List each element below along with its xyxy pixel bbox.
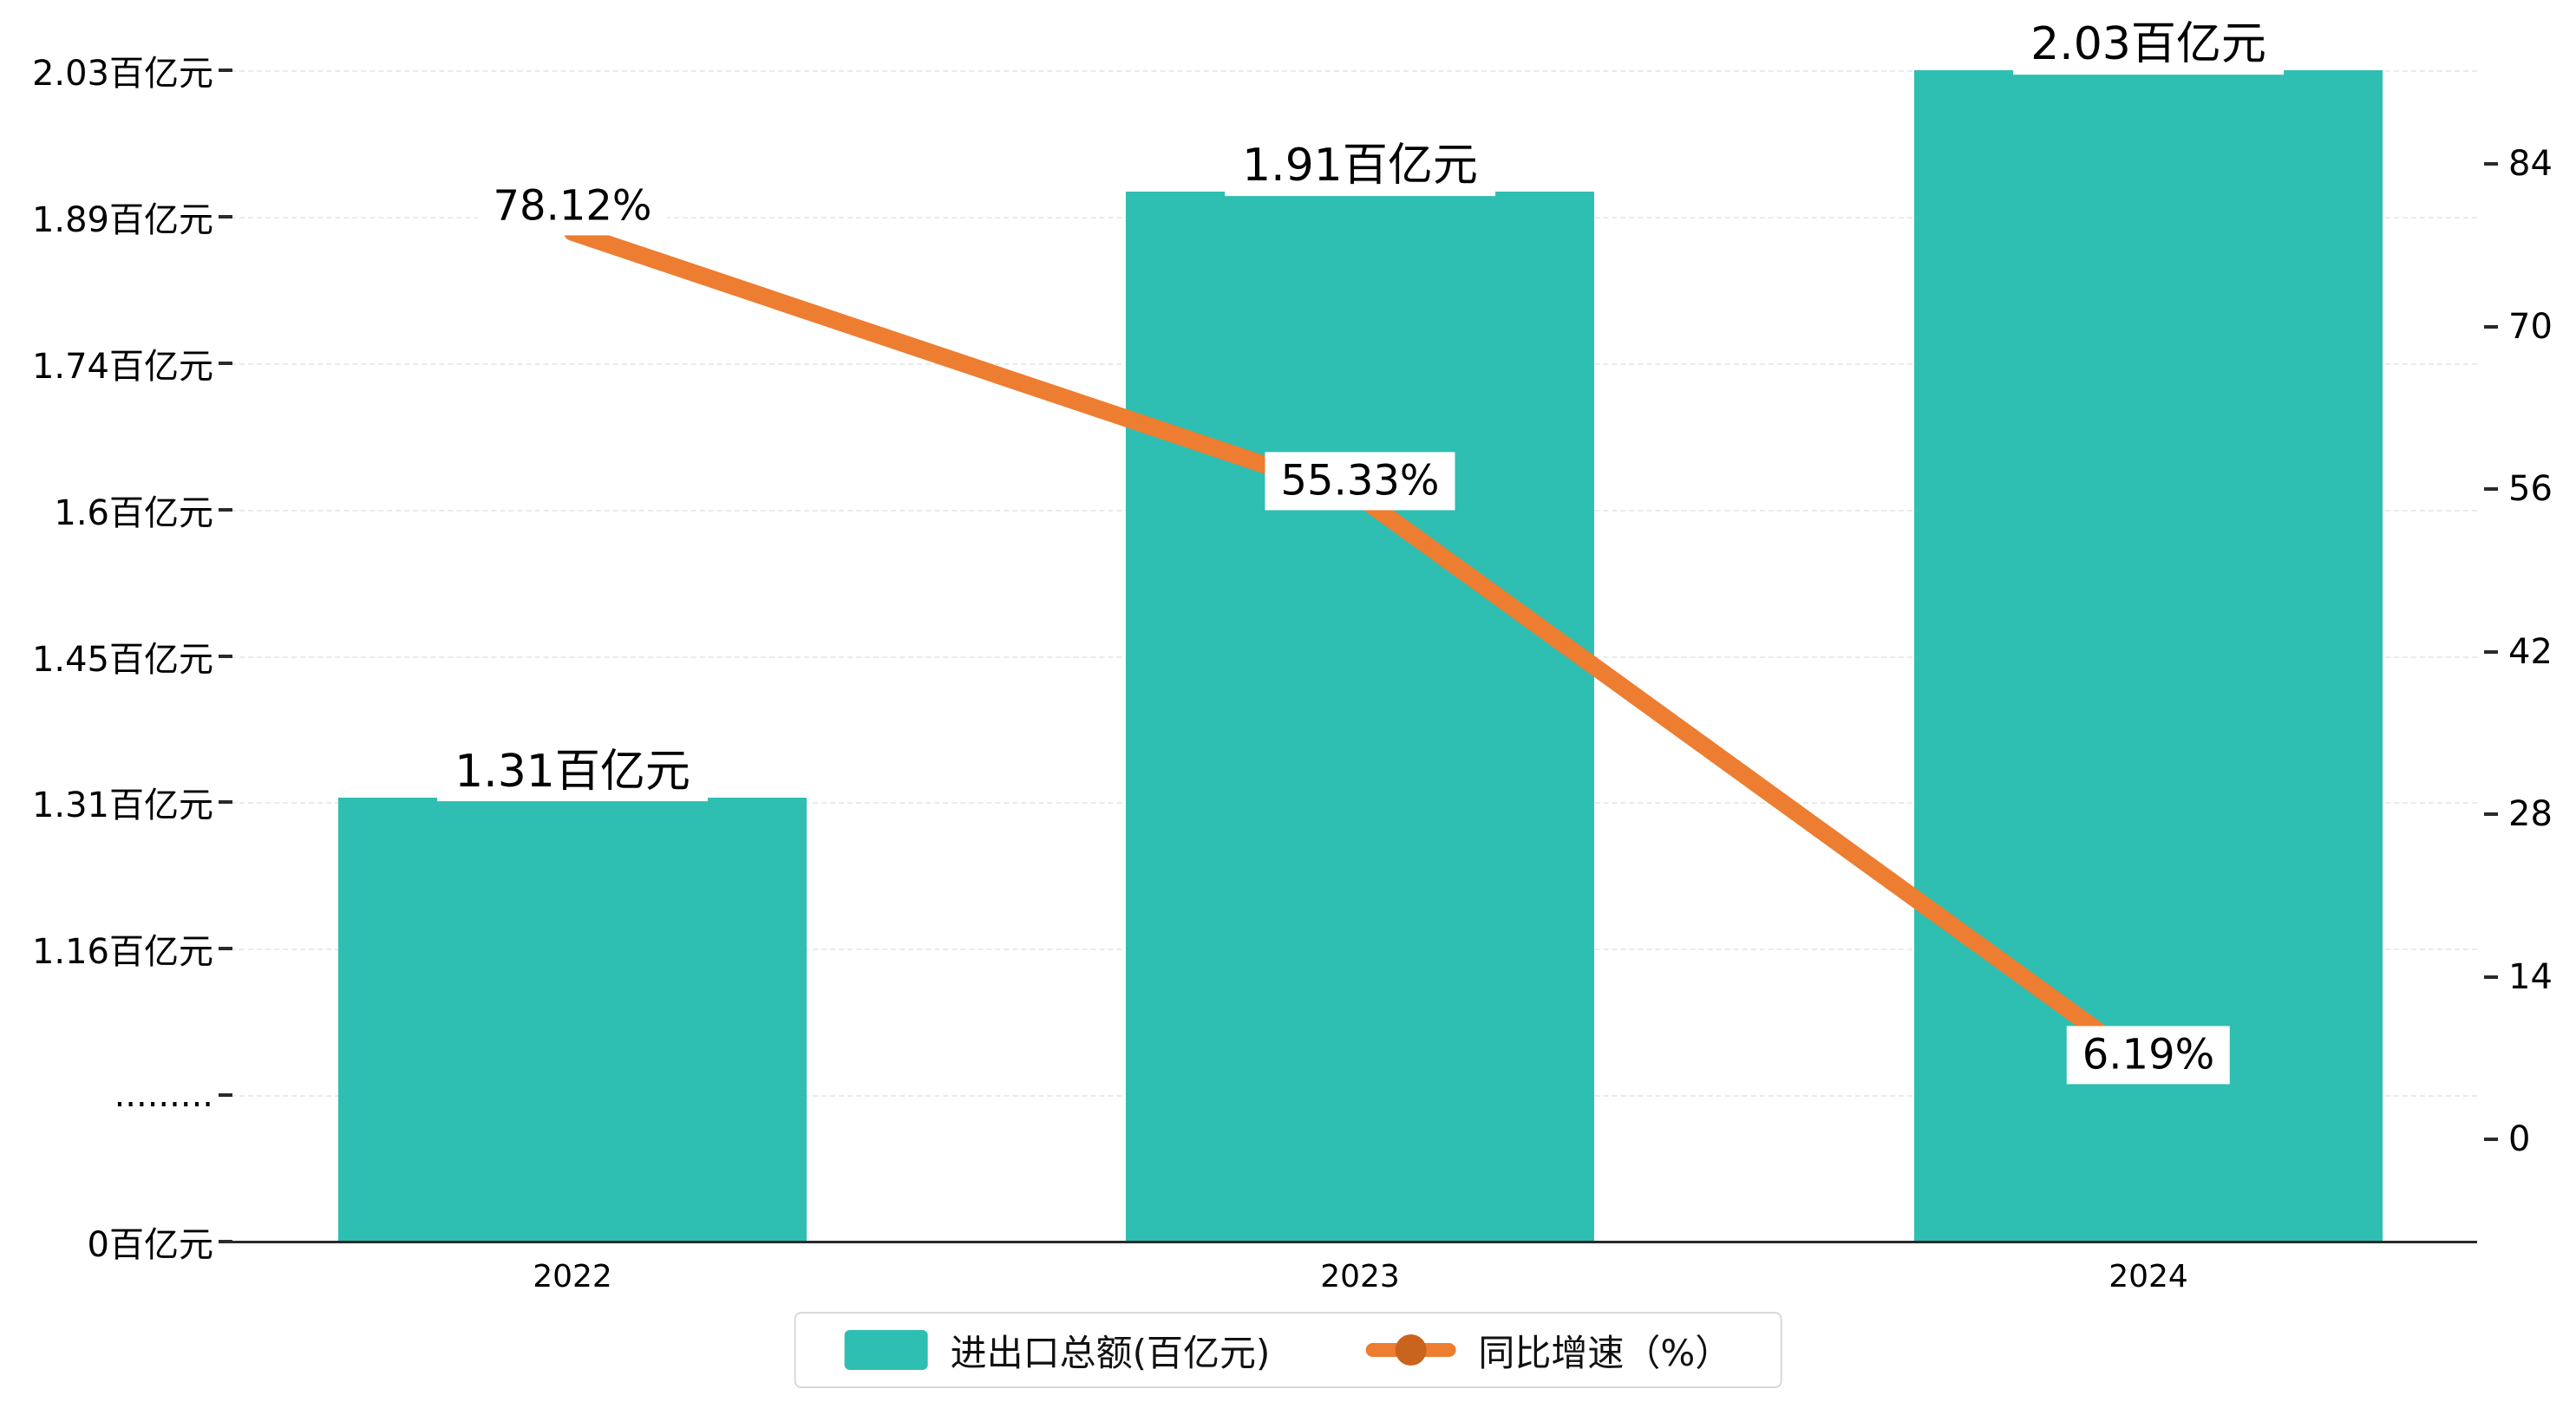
right-axis-tick-mark: [2484, 649, 2498, 654]
left-axis-tick-mark: [219, 947, 232, 951]
growth-label-2022: 78.12%: [477, 177, 668, 236]
x-tick-label-2022: 2022: [533, 1259, 612, 1294]
right-axis-tick-mark: [2484, 1138, 2498, 1141]
left-axis-tick-label: .........: [114, 1075, 213, 1116]
right-axis-tick-mark: [2484, 975, 2498, 979]
grid-line: [222, 70, 2477, 72]
bar-value-label-2022: 1.31百亿元: [437, 742, 708, 802]
x-tick-label-2024: 2024: [2109, 1259, 2188, 1294]
left-axis-tick-mark: [219, 214, 232, 218]
right-axis-tick-label: 84: [2508, 144, 2553, 184]
growth-label-2024: 6.19%: [2066, 1026, 2231, 1085]
legend: 进出口总额(百亿元) 同比增速（%）: [794, 1312, 1782, 1388]
left-axis-tick-mark: [219, 361, 232, 365]
left-axis-tick-mark: [219, 1093, 232, 1098]
legend-label-yoy-growth: 同比增速（%）: [1478, 1331, 1732, 1374]
left-axis-tick-mark: [219, 800, 232, 805]
left-axis-tick-mark: [219, 68, 232, 72]
right-axis-tick-label: 70: [2508, 306, 2553, 347]
bar-series-swatch-icon: [844, 1330, 928, 1370]
bar-value-label-2023: 1.91百亿元: [1225, 136, 1495, 196]
left-axis-tick-label: 1.6百亿元: [54, 492, 213, 533]
left-axis-tick-label: 1.74百亿元: [31, 346, 213, 387]
right-axis-tick-mark: [2484, 487, 2498, 491]
line-series-marker-icon: [1365, 1330, 1456, 1370]
left-axis-tick-mark: [219, 507, 232, 512]
left-axis-tick-label: 1.31百亿元: [31, 786, 213, 826]
right-axis-tick-mark: [2484, 812, 2498, 816]
left-axis-tick-label: 1.45百亿元: [31, 639, 213, 680]
right-axis-tick-label: 42: [2508, 631, 2553, 672]
legend-item-yoy-growth: 同比增速（%）: [1365, 1324, 1731, 1377]
right-axis-tick-label: 56: [2508, 469, 2553, 509]
bar-value-label-2024: 2.03百亿元: [2013, 16, 2284, 75]
right-axis-tick-mark: [2484, 162, 2498, 166]
bar-2022: [338, 797, 807, 1242]
left-axis-tick-label: 2.03百亿元: [31, 54, 213, 94]
right-axis-tick-mark: [2484, 324, 2498, 329]
legend-label-import-export-total: 进出口总额(百亿元): [950, 1331, 1271, 1374]
left-axis-tick-label: 1.89百亿元: [31, 199, 213, 240]
left-axis-tick-mark: [219, 654, 232, 658]
x-tick-label-2023: 2023: [1320, 1259, 1400, 1294]
x-axis-line: [222, 1241, 2477, 1243]
right-axis-tick-label: 0: [2508, 1119, 2531, 1159]
left-axis-tick-label: 0百亿元: [87, 1225, 213, 1265]
legend-item-import-export-total: 进出口总额(百亿元): [844, 1324, 1271, 1377]
right-axis-tick-label: 28: [2508, 794, 2553, 834]
line-marker-dot: [1395, 1334, 1427, 1366]
left-axis-tick-label: 1.16百亿元: [31, 932, 213, 973]
right-axis-tick-label: 14: [2508, 956, 2553, 997]
bar-2023: [1126, 191, 1594, 1242]
growth-label-2023: 55.33%: [1265, 452, 1455, 511]
